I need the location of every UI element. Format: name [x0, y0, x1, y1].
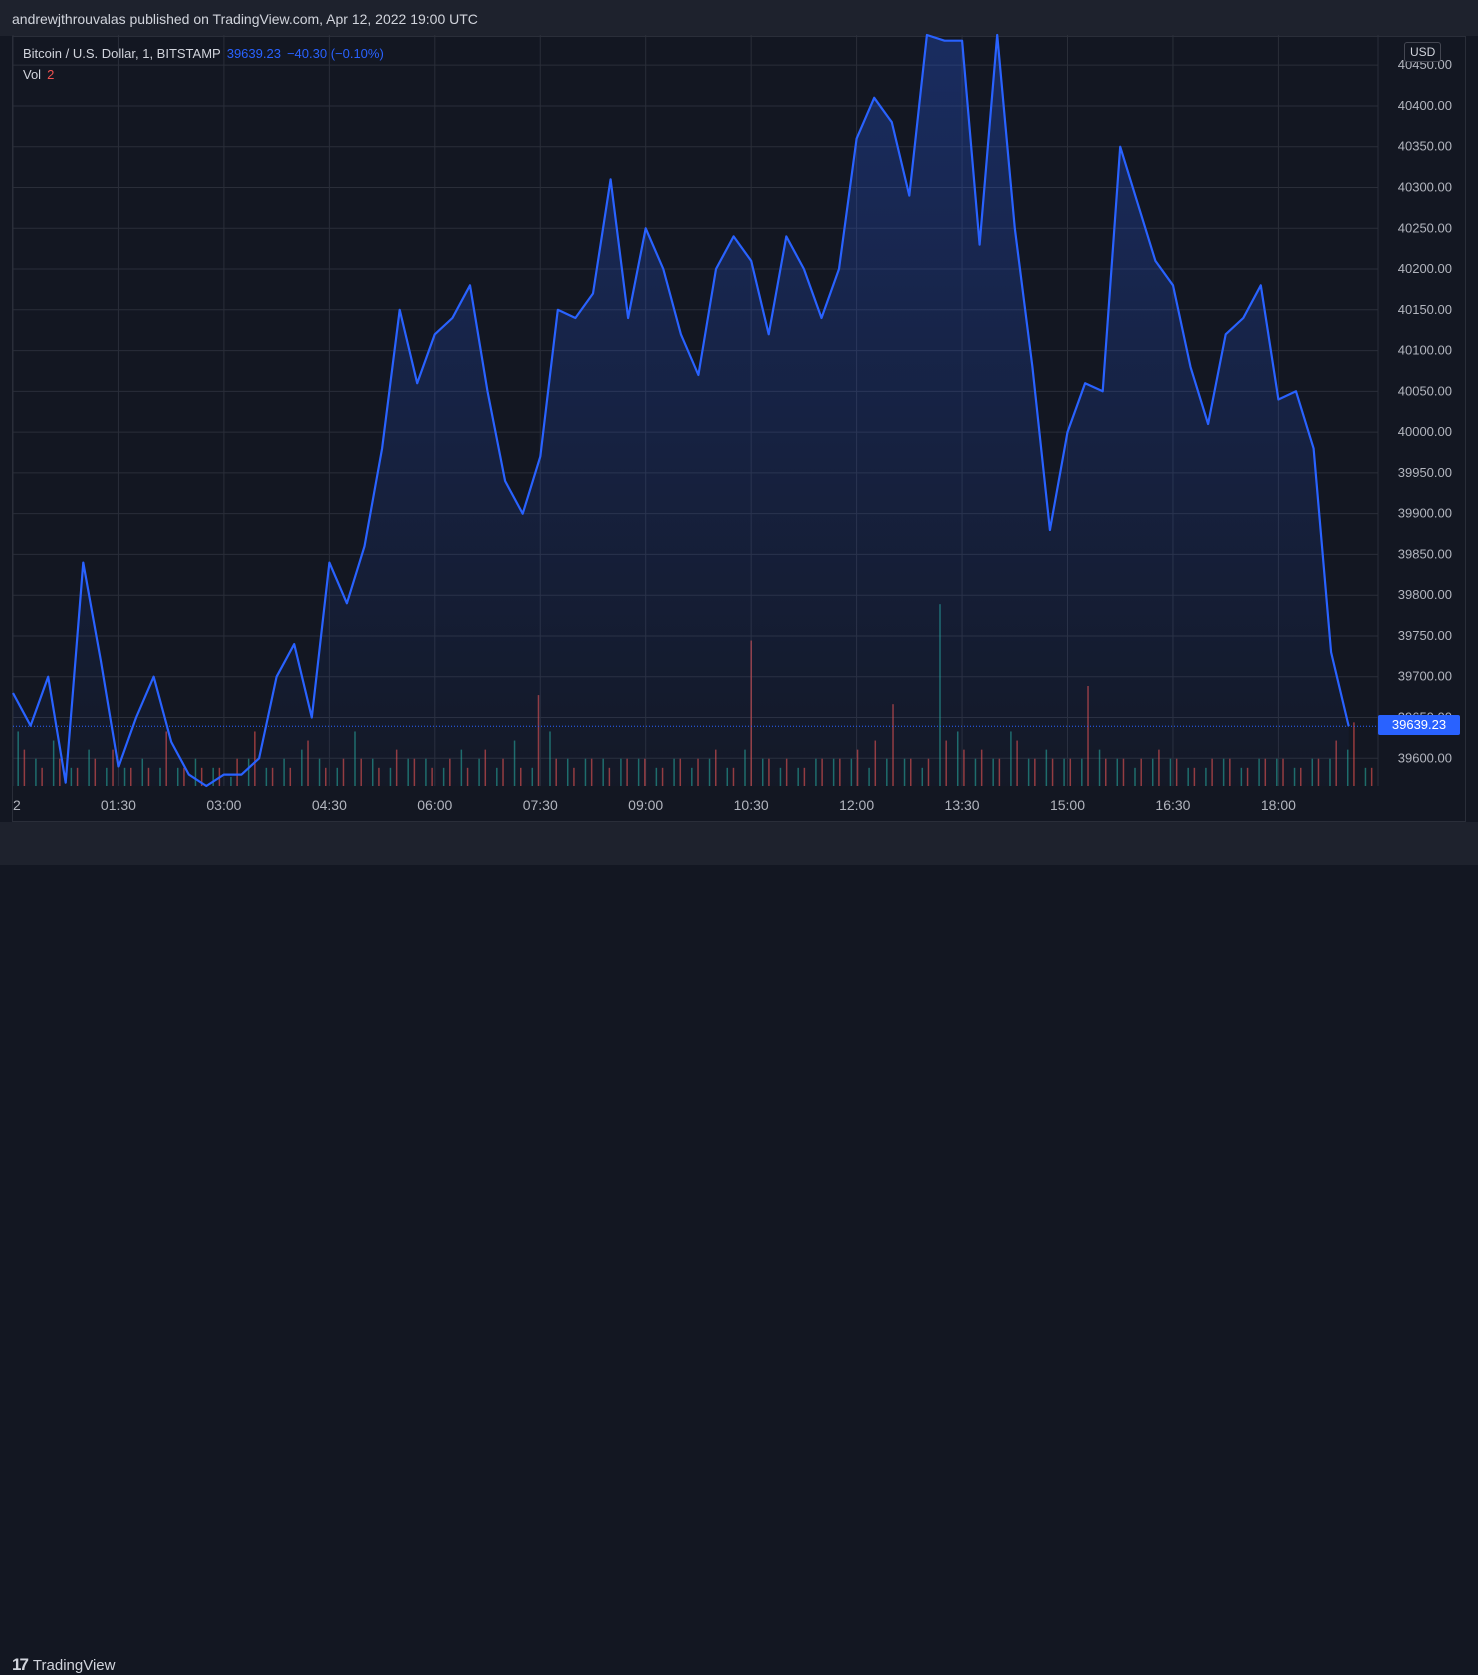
symbol-label[interactable]: Bitcoin / U.S. Dollar, 1, BITSTAMP [23, 46, 221, 61]
y-tick-label: 39600.00 [1398, 750, 1452, 765]
x-tick-label: 01:30 [101, 797, 136, 813]
volume-bar-down [236, 758, 238, 786]
vol-value: 2 [47, 67, 55, 82]
legend-last-price: 39639.23 [226, 46, 281, 61]
publish-info: andrewjthrouvalas published on TradingVi… [12, 11, 478, 27]
y-tick-label: 40400.00 [1398, 98, 1452, 113]
y-tick-label: 40200.00 [1398, 261, 1452, 276]
legend-change: −40.30 (−0.10%) [286, 46, 384, 61]
y-tick-label: 39800.00 [1398, 587, 1452, 602]
x-tick-label: 12:00 [839, 797, 874, 813]
area-fill [13, 35, 1349, 786]
y-tick-label: 40100.00 [1398, 343, 1452, 358]
price-chart[interactable]: 39600.0039650.0039700.0039750.0039800.00… [0, 0, 1478, 865]
tradingview-logo-icon: 17 [12, 1655, 29, 1674]
y-tick-label: 40050.00 [1398, 383, 1452, 398]
x-tick-label: 10:30 [734, 797, 769, 813]
currency-button[interactable]: USD [1404, 42, 1442, 62]
footer-bar: 17 TradingView [0, 822, 1478, 1674]
axes: 39600.0039650.0039700.0039750.0039800.00… [13, 35, 1452, 813]
x-tick-label: 15:00 [1050, 797, 1085, 813]
volume-bar-up [212, 767, 214, 786]
y-tick-label: 39900.00 [1398, 506, 1452, 521]
vol-label[interactable]: Vol [23, 67, 42, 82]
x-tick-label: 09:00 [628, 797, 663, 813]
volume-legend[interactable]: Vol 2 [23, 67, 54, 82]
tradingview-logo[interactable]: 17 TradingView [12, 1655, 115, 1675]
price-line [12, 33, 1350, 788]
y-tick-label: 40300.00 [1398, 179, 1452, 194]
y-tick-label: 39850.00 [1398, 546, 1452, 561]
x-tick-label: 16:30 [1155, 797, 1190, 813]
y-tick-label: 39950.00 [1398, 465, 1452, 480]
y-tick-label: 40250.00 [1398, 220, 1452, 235]
volume-bar-up [194, 758, 197, 786]
y-tick-label: 39700.00 [1398, 669, 1452, 684]
volume-bar-up [1364, 767, 1367, 786]
x-tick-label: 13:30 [945, 797, 980, 813]
tradingview-logo-text: TradingView [32, 1656, 116, 1674]
x-tick-label: 07:30 [523, 797, 558, 813]
x-tick-label: 04:30 [312, 797, 347, 813]
y-tick-label: 40150.00 [1398, 302, 1452, 317]
chart-legend[interactable]: Bitcoin / U.S. Dollar, 1, BITSTAMP 39639.… [23, 46, 384, 61]
last-price-tag: 39639.23 [1378, 715, 1460, 735]
price-line-series [12, 33, 1350, 788]
y-tick-label: 39750.00 [1398, 628, 1452, 643]
x-tick-label: 03:00 [206, 797, 241, 813]
volume-bar-down [254, 731, 256, 786]
volume-bar-down [200, 767, 203, 786]
x-tick-label: 2 [13, 797, 21, 813]
y-tick-label: 40000.00 [1398, 424, 1452, 439]
y-tick-label: 40350.00 [1398, 139, 1452, 154]
volume-bar-down [1353, 722, 1355, 786]
volume-bar-down [1370, 767, 1373, 786]
x-tick-label: 18:00 [1261, 797, 1296, 813]
header-bar: andrewjthrouvalas published on TradingVi… [0, 0, 1478, 36]
x-tick-label: 06:00 [417, 797, 452, 813]
price-area [13, 35, 1349, 786]
